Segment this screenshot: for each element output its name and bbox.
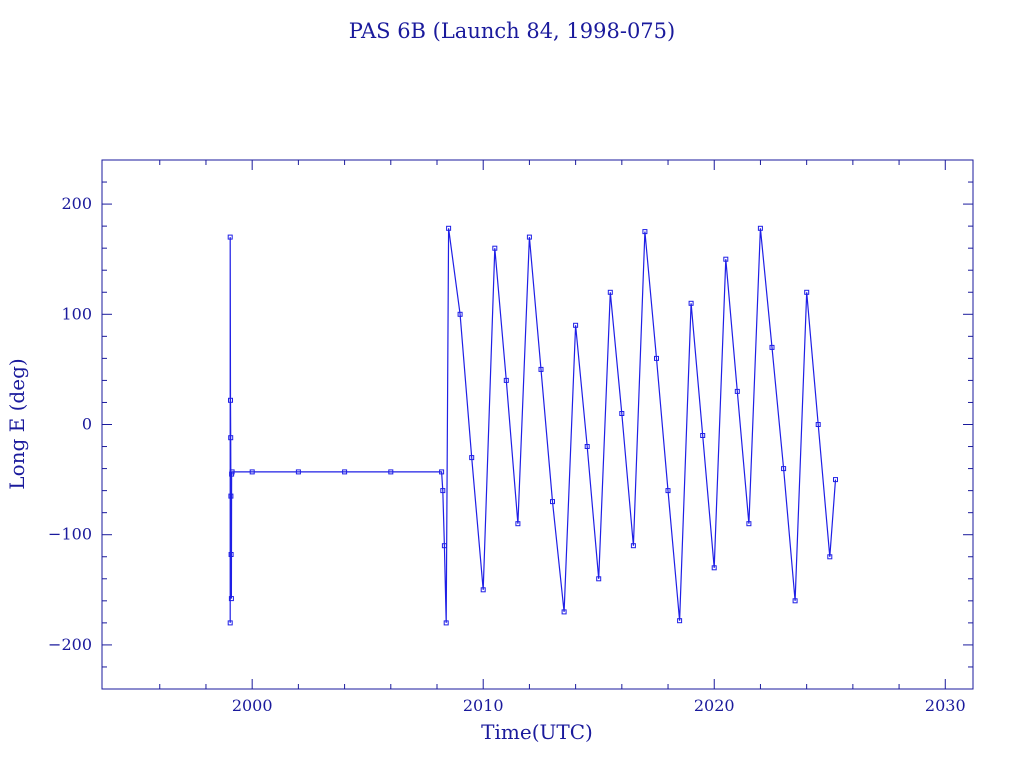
x-axis-label: Time(UTC) bbox=[481, 720, 593, 744]
data-point bbox=[654, 355, 659, 361]
data-point bbox=[446, 225, 452, 231]
data-point bbox=[833, 477, 838, 483]
data-point bbox=[439, 469, 445, 475]
data-point bbox=[228, 435, 234, 441]
data-point bbox=[457, 311, 463, 317]
data-point bbox=[295, 469, 301, 475]
data-point bbox=[526, 234, 532, 240]
data-point bbox=[227, 234, 233, 240]
data-point bbox=[503, 377, 509, 383]
data-point bbox=[711, 565, 717, 571]
data-point bbox=[492, 245, 498, 251]
y-tick-label: 100 bbox=[61, 304, 92, 323]
data-point bbox=[228, 596, 234, 602]
data-point bbox=[443, 620, 449, 626]
data-point bbox=[342, 469, 348, 475]
data-point bbox=[769, 344, 775, 350]
y-tick-label: −200 bbox=[48, 635, 92, 654]
y-tick-label: 200 bbox=[61, 194, 92, 213]
axis-tick-labels: 2000 2010 2020 2030 −200 −100 0 100 200 bbox=[48, 194, 966, 715]
data-point bbox=[596, 576, 602, 582]
data-point bbox=[469, 455, 475, 461]
data-point bbox=[538, 366, 544, 372]
data-point bbox=[746, 521, 752, 527]
x-tick-label: 2020 bbox=[694, 696, 735, 715]
data-point bbox=[228, 552, 234, 557]
x-tick-label: 2010 bbox=[463, 696, 504, 715]
data-point bbox=[665, 488, 671, 494]
data-point bbox=[781, 466, 787, 472]
data-point bbox=[249, 469, 255, 475]
data-point bbox=[573, 322, 579, 328]
data-point bbox=[619, 411, 625, 416]
data-point bbox=[700, 433, 706, 438]
data-point bbox=[642, 229, 648, 235]
data-point bbox=[723, 256, 729, 262]
data-point bbox=[561, 609, 567, 615]
data-point bbox=[229, 469, 235, 475]
data-point bbox=[688, 300, 694, 306]
data-point bbox=[388, 469, 394, 475]
data-point bbox=[827, 554, 833, 560]
data-point bbox=[630, 543, 636, 549]
data-point bbox=[757, 225, 763, 231]
data-point bbox=[584, 444, 590, 449]
series-line bbox=[229, 228, 837, 623]
chart-title: PAS 6B (Launch 84, 1998-075) bbox=[349, 19, 675, 43]
y-tick-label: −100 bbox=[48, 525, 92, 544]
data-series bbox=[227, 225, 838, 626]
data-point bbox=[792, 598, 798, 604]
data-point bbox=[815, 422, 821, 427]
data-point bbox=[480, 587, 486, 593]
data-point bbox=[228, 397, 233, 403]
data-point bbox=[441, 543, 447, 549]
data-point bbox=[550, 499, 555, 505]
data-point bbox=[228, 493, 234, 499]
data-point bbox=[515, 521, 521, 527]
x-tick-label: 2030 bbox=[925, 696, 966, 715]
axis-ticks bbox=[102, 160, 973, 689]
data-point bbox=[607, 289, 613, 295]
data-point bbox=[227, 620, 233, 626]
data-point bbox=[804, 289, 810, 295]
y-axis-label: Long E (deg) bbox=[5, 358, 29, 489]
data-point bbox=[677, 618, 683, 624]
x-tick-label: 2000 bbox=[232, 696, 273, 715]
y-tick-label: 0 bbox=[82, 415, 92, 434]
data-point bbox=[440, 488, 446, 494]
data-point bbox=[734, 388, 740, 394]
